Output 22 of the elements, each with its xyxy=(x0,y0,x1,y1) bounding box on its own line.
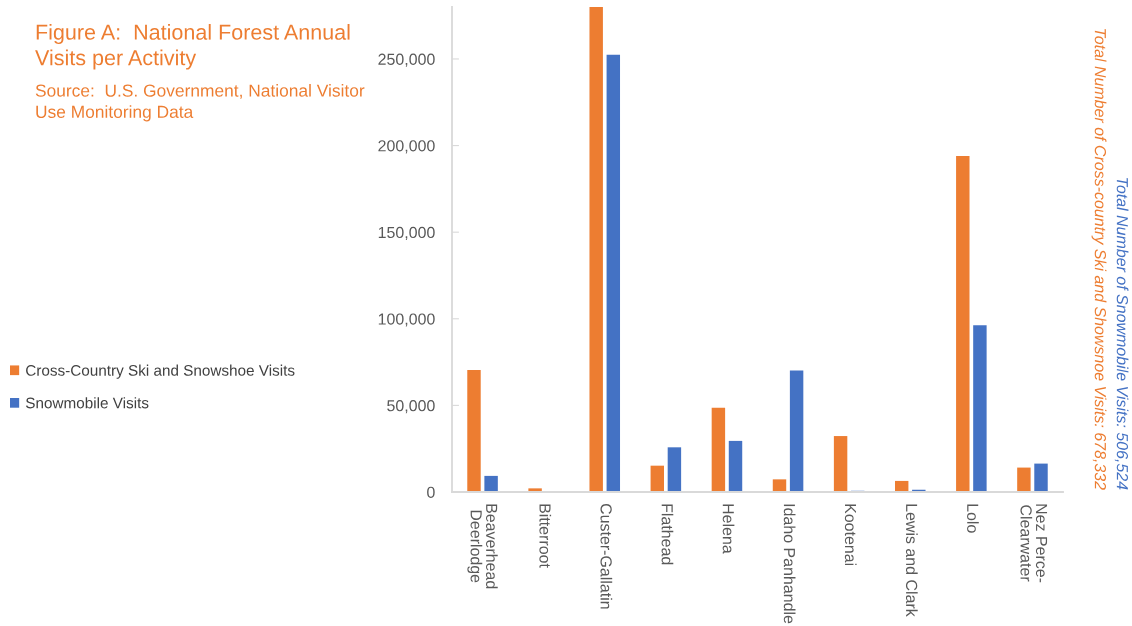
x-tick-label: Bitterroot xyxy=(539,504,552,568)
text: Figure A: National Forest Annual Visits per Activity xyxy=(35,24,350,70)
y-tick-label: 100,000 xyxy=(378,313,435,327)
y-tick-label: 0 xyxy=(427,486,435,498)
y-tick-label: 50,000 xyxy=(387,400,435,414)
x-tick-label: Kootenai xyxy=(844,504,857,566)
x-tick-label: Nez Perce- Clearwater xyxy=(1020,504,1048,583)
x-tick-label: Lewis and Clark xyxy=(905,504,918,617)
source-note: Source: U.S. Government, National Visitor Use Monitoring Data xyxy=(35,84,365,122)
y-tick-label: 150,000 xyxy=(378,226,435,241)
x-tick-label: Flathead xyxy=(661,504,674,565)
legend-label: Snowmobile Visits xyxy=(25,397,149,409)
x-tick-label: Beaverhead Deerlodge xyxy=(467,504,498,589)
x-tick-label: Lolo xyxy=(967,504,979,533)
y-tick-label: 250,000 xyxy=(378,53,435,67)
legend-label: Cross-Country Ski and Snowshoe Visits xyxy=(26,364,295,379)
text: Total Number of Cross-country Ski and Showsnoe Visits: 678,332 xyxy=(1091,28,1107,490)
x-tick-label: Helena xyxy=(722,504,735,554)
x-tick-label: Custer-Gallatin xyxy=(600,503,613,609)
y-tick-label: 200,000 xyxy=(378,140,435,154)
x-tick-label: Idaho Panhandle xyxy=(783,504,796,624)
text: Total Number of Snowmobile Visits: 506,524 xyxy=(1114,178,1129,490)
